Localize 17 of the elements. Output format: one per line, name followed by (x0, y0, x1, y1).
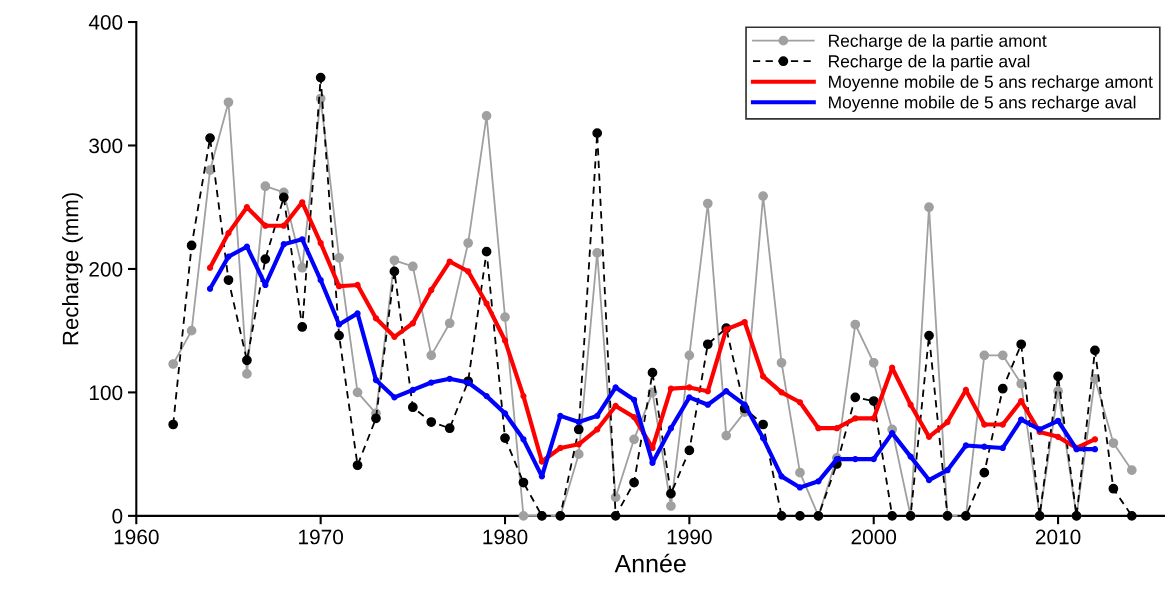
legend-label: Moyenne mobile de 5 ans recharge amont (829, 75, 1153, 92)
legend-label: Recharge de la partie amont (829, 34, 1047, 51)
x-tick-label: 1960 (114, 529, 159, 545)
x-tick-label: 1990 (667, 529, 712, 545)
legend-label: Recharge de la partie aval (829, 54, 1030, 71)
x-tick-label: 2000 (851, 529, 897, 545)
x-axis-title: Année (614, 553, 686, 573)
x-tick-label: 1970 (299, 529, 344, 545)
y-tick-label: 400 (88, 15, 123, 30)
y-tick-label: 200 (89, 261, 123, 277)
y-tick-label: 300 (89, 138, 123, 154)
y-axis-title: Recharge (mm) (62, 193, 83, 345)
x-tick-label: 2010 (1035, 529, 1081, 545)
x-tick-label: 1980 (483, 529, 528, 545)
y-tick-label: 0 (112, 508, 123, 524)
legend-label: Moyenne mobile de 5 ans recharge aval (829, 95, 1136, 112)
y-tick-label: 100 (89, 385, 123, 401)
